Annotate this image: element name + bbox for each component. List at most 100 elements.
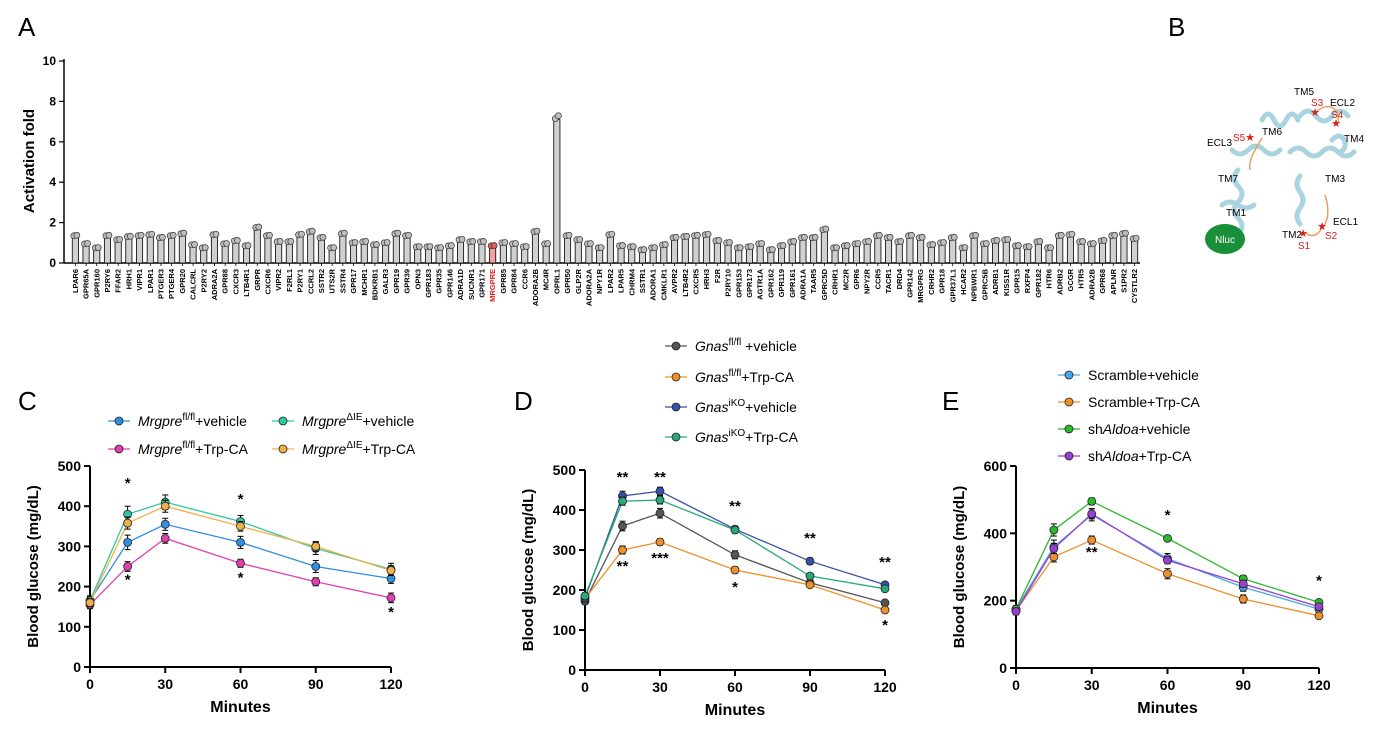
y-tick-label: 200 [58, 579, 82, 595]
panel-a-y-tick-label: 8 [49, 94, 56, 108]
bar-oprl1 [553, 119, 561, 264]
legend-label: shAldoa+vehicle [1088, 421, 1191, 437]
bar-gprc5d [820, 230, 828, 264]
bar-point [886, 233, 894, 241]
bar-gpr65a [82, 244, 90, 264]
bar-ptger4 [168, 236, 176, 264]
gene-label: NPBWR1 [970, 269, 979, 302]
bar-point [373, 241, 380, 248]
site-s4: S4 [1331, 110, 1344, 121]
bar-point [512, 240, 519, 247]
bar-taar5 [810, 238, 818, 264]
bar-gpr39 [403, 236, 411, 264]
bar-tacr1 [885, 238, 893, 264]
bar-ptger3 [157, 238, 165, 264]
gene-label: CALCRL [189, 269, 198, 300]
bar-point [234, 237, 241, 244]
gene-label: ADRB1 [991, 269, 1000, 295]
bar-mrgpre [489, 246, 497, 264]
bar-point [437, 244, 444, 251]
star-s2-icon: ★ [1317, 221, 1327, 233]
legend-marker [278, 444, 288, 454]
bar-ccrl2 [307, 232, 315, 264]
panel-label-a: A [18, 12, 36, 42]
x-tick-label: 120 [873, 679, 897, 695]
gene-label: VIPR2 [274, 269, 283, 291]
gene-label: ADORA1 [649, 269, 658, 301]
bar-sstr2 [317, 238, 325, 264]
bar-mrgprg [917, 238, 925, 264]
bar-point [73, 231, 81, 239]
bar-gpr6 [852, 244, 860, 264]
data-point [1314, 611, 1324, 621]
series-line [584, 541, 886, 611]
y-tick-label: 300 [58, 538, 82, 554]
bar-gpr88 [221, 244, 229, 264]
data-point [880, 598, 890, 608]
bar-grpr [253, 228, 261, 264]
tm4-label: TM4 [1344, 134, 1364, 145]
gene-label: AVPR2 [670, 269, 679, 293]
bar-f2rl1 [285, 242, 293, 264]
gene-label: DRD4 [895, 268, 904, 289]
gene-label: GPR50 [563, 269, 572, 294]
bar-point [116, 235, 124, 243]
data-point [160, 501, 170, 511]
gene-label: GPR162 [766, 269, 775, 298]
bar-npbwr1 [970, 236, 978, 264]
gene-label: TACR1 [884, 269, 893, 293]
gene-label: GPR68 [1098, 269, 1107, 294]
data-point [1238, 594, 1248, 604]
y-tick-label: 100 [553, 622, 577, 638]
bar-point [875, 231, 883, 239]
bar-point [308, 227, 316, 235]
data-point [1163, 569, 1172, 579]
data-point [805, 556, 815, 566]
data-point [1011, 607, 1021, 616]
data-point [1163, 555, 1172, 565]
bar-point [950, 233, 958, 241]
bar-gpr15 [1013, 246, 1021, 264]
gene-label: HRH3 [702, 269, 711, 289]
bar-mc2r [842, 246, 850, 264]
y-tick-label: 500 [58, 458, 82, 474]
gene-label: BDKRB1 [370, 269, 379, 300]
gene-label: MCHR1 [360, 269, 369, 296]
data-point [1049, 525, 1059, 535]
bar-hrh1 [125, 237, 133, 264]
gene-label: ADRA1D [456, 268, 465, 300]
star-s5-icon: ★ [1245, 132, 1255, 144]
gene-label: CXCR6 [263, 269, 272, 294]
bar-point [908, 231, 915, 239]
data-point [730, 525, 740, 535]
bar-point [1057, 231, 1065, 239]
gene-label: S1PR2 [1119, 269, 1128, 293]
gene-label: CYSTLR2 [1130, 269, 1139, 303]
gene-label: PTGER3 [156, 269, 165, 299]
series-line [1015, 500, 1320, 610]
gene-label: HTR6 [1045, 269, 1054, 289]
ecl1-label: ECL1 [1333, 217, 1358, 228]
significance-marker: ** [1086, 544, 1098, 561]
gene-label: UTS2R [328, 268, 337, 293]
gene-label: SSTR4 [338, 268, 347, 293]
x-tick-label: 120 [1307, 677, 1331, 693]
data-point [730, 550, 740, 560]
bar-point [619, 242, 626, 249]
bar-cmklr1 [660, 245, 668, 264]
bar-adra2b [1088, 244, 1096, 264]
gene-label: ADRA2A [210, 268, 219, 300]
gene-label: GPRC5D [820, 268, 829, 300]
gene-label: GPR18 [938, 269, 947, 294]
legend-marker [278, 416, 288, 426]
legend-marker [671, 372, 681, 382]
bar-point [1122, 229, 1129, 237]
legend-marker [114, 444, 124, 454]
data-point [880, 584, 890, 594]
bar-point [501, 239, 509, 246]
bar-adra1a [799, 238, 807, 264]
data-point [805, 580, 815, 590]
bar-cxcr5 [692, 236, 700, 264]
bar-point [940, 239, 947, 246]
x-tick-label: 90 [802, 679, 818, 695]
